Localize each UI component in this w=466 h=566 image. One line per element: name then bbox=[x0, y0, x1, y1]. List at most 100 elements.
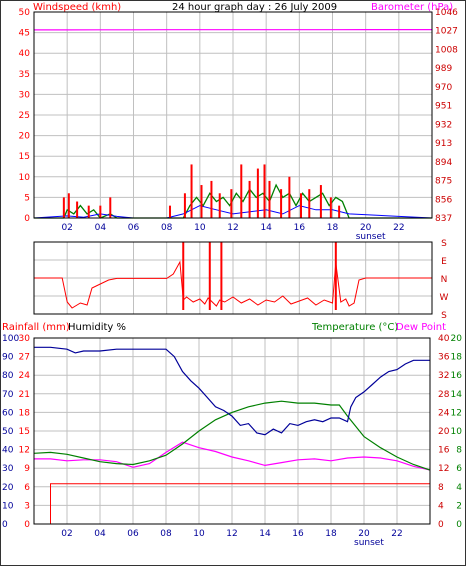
humidity-tick-label: 80 bbox=[2, 371, 14, 381]
humidity-tick-label: 100 bbox=[2, 334, 19, 344]
direction-tick-label: E bbox=[441, 257, 447, 267]
wind-x-tick-label: 12 bbox=[227, 223, 238, 233]
barometer-tick-label: 875 bbox=[435, 177, 452, 187]
wind-tick-label: 10 bbox=[19, 173, 31, 183]
wind-x-tick-label: 02 bbox=[61, 223, 72, 233]
rain-tick-label: 12 bbox=[19, 446, 30, 456]
temperature-tick-label: 12 bbox=[438, 464, 449, 474]
thr-x-tick-label: 06 bbox=[127, 529, 139, 539]
humidity-tick-label: 70 bbox=[2, 390, 14, 400]
wind-tick-label: 50 bbox=[19, 8, 31, 18]
rain-tick-label: 6 bbox=[24, 483, 30, 493]
rain-tick-label: 27 bbox=[19, 353, 30, 363]
wind-x-tick-label: 04 bbox=[95, 223, 107, 233]
humidity-tick-label: 40 bbox=[2, 446, 14, 456]
humidity-tick-label: 20 bbox=[2, 483, 14, 493]
temperature-tick-label: 16 bbox=[438, 446, 450, 456]
thr-x-tick-label: 14 bbox=[259, 529, 271, 539]
barometer-tick-label: 856 bbox=[435, 195, 452, 205]
direction-plot-area bbox=[33, 241, 433, 315]
wind-x-tick-label: 10 bbox=[194, 223, 206, 233]
wind-axis-title: Windspeed (kmh) bbox=[33, 2, 121, 13]
thr-x-tick-label: 12 bbox=[226, 529, 237, 539]
humidity-tick-label: 0 bbox=[2, 520, 8, 530]
humidity-tick-label: 50 bbox=[2, 427, 14, 437]
thr-x-tick-label: 08 bbox=[160, 529, 172, 539]
temperature-tick-label: 32 bbox=[438, 371, 449, 381]
chart-title: 24 hour graph day : 26 July 2009 bbox=[172, 2, 337, 13]
temperature-tick-label: 24 bbox=[438, 408, 450, 418]
dewpoint-tick-label: 18 bbox=[451, 353, 463, 363]
temperature-tick-label: 8 bbox=[438, 483, 444, 493]
dewpoint-tick-label: 20 bbox=[451, 334, 463, 344]
thr-x-tick-label: 18 bbox=[325, 529, 337, 539]
wind-tick-label: 40 bbox=[19, 49, 31, 59]
wind-x-tick-label: 14 bbox=[260, 223, 272, 233]
thr-x-tick-label: 16 bbox=[292, 529, 304, 539]
rain-tick-label: 0 bbox=[24, 520, 30, 530]
thr-x-tick-label: 02 bbox=[61, 529, 72, 539]
dewpoint-tick-label: 6 bbox=[456, 464, 462, 474]
rain-tick-label: 18 bbox=[19, 408, 31, 418]
barometer-tick-label: 932 bbox=[435, 120, 452, 130]
rain-tick-label: 3 bbox=[24, 501, 30, 511]
wind-tick-label: 35 bbox=[19, 70, 30, 80]
dewpoint-tick-label: 16 bbox=[451, 371, 463, 381]
barometer-tick-label: 837 bbox=[435, 214, 452, 224]
rain-tick-label: 21 bbox=[19, 390, 30, 400]
barometer-tick-label: 951 bbox=[435, 102, 452, 112]
dewpoint-axis-title: Dew Point bbox=[396, 322, 446, 333]
humidity-tick-label: 90 bbox=[2, 353, 14, 363]
wind-direction-line bbox=[34, 260, 432, 309]
dewpoint-tick-label: 14 bbox=[451, 390, 463, 400]
rain-tick-label: 24 bbox=[19, 371, 31, 381]
temperature-line bbox=[33, 400, 431, 471]
rainfall-axis-title: Rainfall (mm) bbox=[2, 322, 70, 333]
thr-x-tick-label: 10 bbox=[193, 529, 205, 539]
temperature-tick-label: 40 bbox=[438, 334, 450, 344]
temperature-tick-label: 20 bbox=[438, 427, 450, 437]
wind-x-tick-label: 16 bbox=[294, 223, 306, 233]
barometer-tick-label: 989 bbox=[435, 64, 452, 74]
direction-tick-label: W bbox=[440, 293, 449, 303]
barometer-tick-label: 1027 bbox=[435, 27, 458, 37]
thr-plot-area bbox=[33, 337, 431, 525]
humidity-tick-label: 30 bbox=[2, 464, 14, 474]
dewpoint-tick-label: 12 bbox=[451, 408, 462, 418]
barometer-tick-label: 1046 bbox=[435, 8, 458, 18]
wind-x-tick-label: 22 bbox=[393, 223, 404, 233]
wind-tick-label: 0 bbox=[24, 214, 30, 224]
wind-tick-label: 30 bbox=[19, 90, 31, 100]
thr-x-tick-label: 20 bbox=[358, 529, 370, 539]
wind-x-tick-label: 08 bbox=[161, 223, 173, 233]
thr-x-tick-label: 22 bbox=[391, 529, 402, 539]
avg-wind-line bbox=[34, 183, 432, 219]
rain-tick-label: 9 bbox=[24, 464, 30, 474]
rain-tick-label: 30 bbox=[19, 334, 31, 344]
wind-plot-area bbox=[33, 11, 433, 219]
direction-tick-label: S bbox=[441, 239, 447, 249]
humidity-axis-title: Humidity % bbox=[68, 322, 126, 333]
wind-x-tick-label: 18 bbox=[327, 223, 339, 233]
rain-tick-label: 15 bbox=[19, 427, 30, 437]
direction-tick-label: S bbox=[441, 311, 447, 321]
wind-tick-label: 5 bbox=[24, 193, 30, 203]
temperature-tick-label: 28 bbox=[438, 390, 450, 400]
wind-tick-label: 25 bbox=[19, 111, 30, 121]
barometer-tick-label: 913 bbox=[435, 139, 452, 149]
temperature-tick-label: 4 bbox=[438, 501, 444, 511]
wind-tick-label: 15 bbox=[19, 152, 30, 162]
dewpoint-tick-label: 8 bbox=[456, 446, 462, 456]
wind-tick-label: 45 bbox=[19, 29, 30, 39]
direction-tick-label: N bbox=[441, 275, 448, 285]
barometer-tick-label: 1008 bbox=[435, 45, 458, 55]
dewpoint-tick-label: 2 bbox=[456, 501, 462, 511]
dewpoint-line bbox=[34, 441, 431, 471]
barometer-tick-label: 894 bbox=[435, 158, 452, 168]
sunset-label-2: sunset bbox=[354, 538, 384, 548]
dewpoint-tick-label: 0 bbox=[456, 520, 462, 530]
wind-x-tick-label: 20 bbox=[360, 223, 372, 233]
temperature-tick-label: 0 bbox=[438, 520, 444, 530]
temperature-tick-label: 36 bbox=[438, 353, 450, 363]
